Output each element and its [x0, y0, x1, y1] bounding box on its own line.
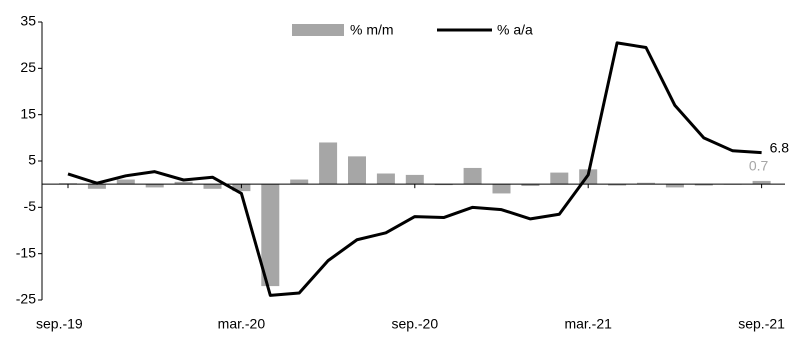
bar — [203, 184, 222, 189]
legend-swatch — [292, 24, 344, 36]
y-tick-label: 25 — [20, 59, 36, 75]
bar — [405, 174, 424, 185]
bar — [694, 184, 713, 186]
x-tick-label: sep.-20 — [391, 316, 438, 332]
x-tick-label: mar.-21 — [564, 316, 612, 332]
bar — [608, 184, 627, 186]
bar — [521, 184, 540, 187]
bar — [348, 156, 366, 185]
bar — [290, 179, 309, 185]
y-tick-label: 15 — [20, 105, 36, 121]
bar — [637, 182, 655, 185]
data-label: 6.8 — [770, 139, 790, 155]
x-tick-label: sep.-21 — [738, 316, 785, 332]
bar — [550, 172, 569, 185]
data-label: 0.7 — [749, 158, 769, 174]
bar — [376, 173, 395, 185]
bar — [87, 184, 106, 189]
bar — [145, 184, 164, 188]
bar — [463, 167, 482, 185]
bar — [174, 181, 193, 185]
y-tick-label: -25 — [16, 291, 36, 307]
x-tick-label: sep.-19 — [36, 316, 83, 332]
bar — [492, 184, 511, 194]
bar — [261, 184, 280, 287]
y-tick-label: 5 — [28, 152, 36, 168]
legend-label: % a/a — [497, 22, 533, 38]
y-tick-label: -15 — [16, 244, 36, 260]
x-tick-label: mar.-20 — [218, 316, 266, 332]
bar — [665, 184, 684, 188]
bar — [319, 142, 338, 185]
line — [67, 41, 762, 297]
y-tick-label: 35 — [20, 13, 36, 29]
bar — [116, 179, 135, 185]
y-tick-label: -5 — [24, 198, 37, 214]
bar — [752, 180, 771, 185]
legend-label: % m/m — [350, 22, 394, 38]
